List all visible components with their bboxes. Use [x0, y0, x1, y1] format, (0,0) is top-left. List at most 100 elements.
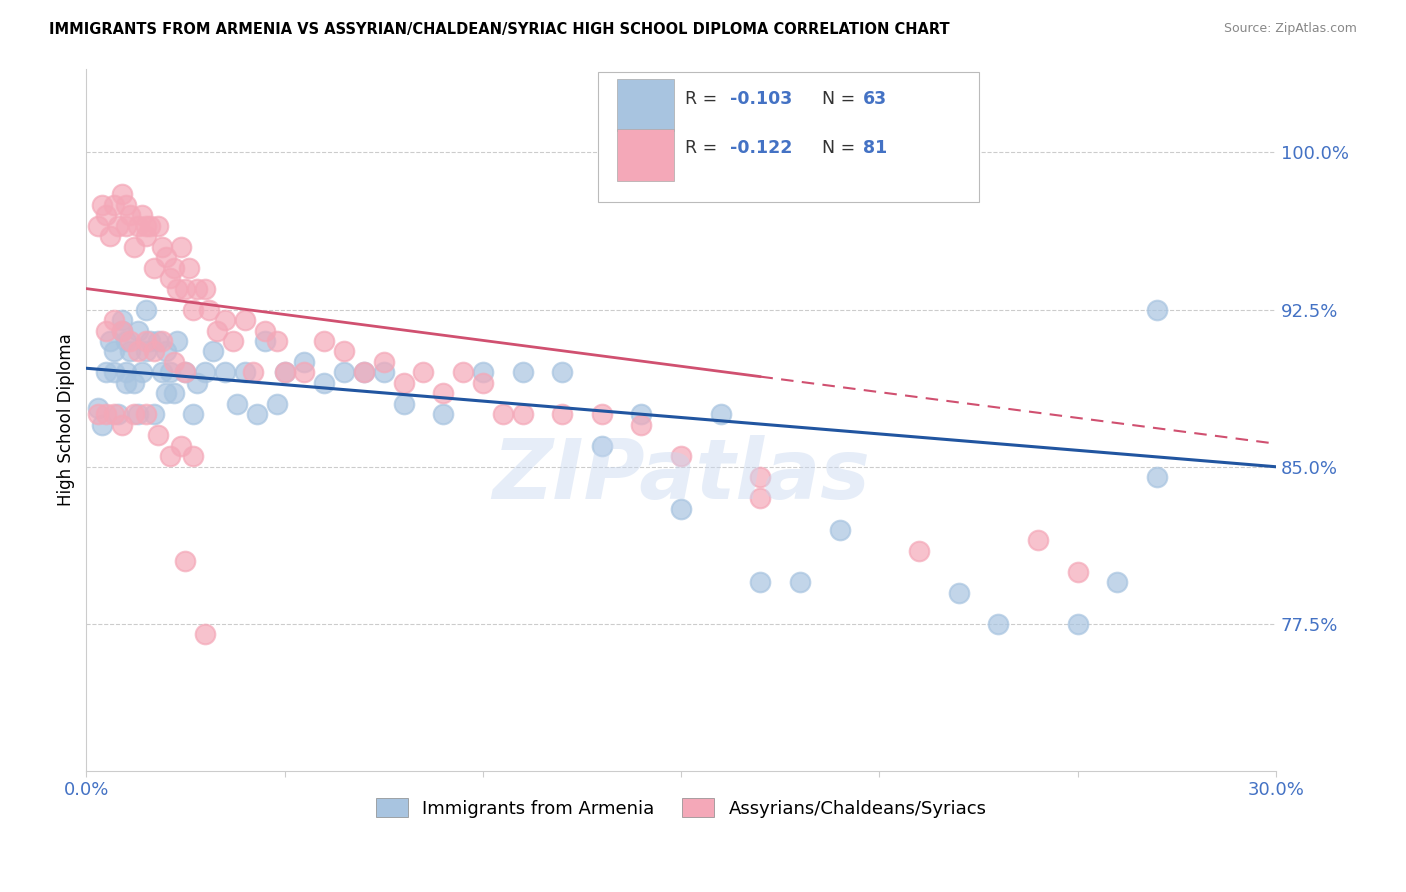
Point	[948, 585, 970, 599]
Point	[202, 344, 225, 359]
Point	[233, 313, 256, 327]
Point	[127, 219, 149, 233]
Point	[512, 408, 534, 422]
Point	[135, 229, 157, 244]
Point	[122, 376, 145, 390]
FancyBboxPatch shape	[617, 79, 673, 131]
Point	[103, 198, 125, 212]
Point	[118, 208, 141, 222]
Point	[1066, 565, 1088, 579]
Point	[103, 313, 125, 327]
Point	[170, 240, 193, 254]
Text: -0.103: -0.103	[730, 90, 792, 108]
Point	[142, 408, 165, 422]
Point	[170, 439, 193, 453]
Point	[174, 282, 197, 296]
Point	[392, 376, 415, 390]
Point	[205, 324, 228, 338]
Point	[789, 575, 811, 590]
Point	[222, 334, 245, 348]
Point	[1146, 302, 1168, 317]
Point	[159, 366, 181, 380]
Point	[103, 344, 125, 359]
Point	[155, 386, 177, 401]
Point	[159, 450, 181, 464]
Point	[107, 219, 129, 233]
Point	[183, 450, 205, 464]
Legend: Immigrants from Armenia, Assyrians/Chaldeans/Syriacs: Immigrants from Armenia, Assyrians/Chald…	[368, 791, 994, 825]
Point	[127, 344, 149, 359]
Point	[551, 408, 574, 422]
Point	[214, 313, 236, 327]
Point	[451, 366, 474, 380]
Point	[162, 355, 184, 369]
Point	[246, 408, 269, 422]
Point	[266, 334, 288, 348]
Point	[150, 366, 173, 380]
Point	[987, 617, 1010, 632]
Point	[166, 282, 188, 296]
Point	[492, 408, 515, 422]
Point	[373, 366, 395, 380]
Point	[139, 334, 162, 348]
Point	[273, 366, 295, 380]
Point	[183, 408, 205, 422]
FancyBboxPatch shape	[598, 72, 979, 202]
Text: IMMIGRANTS FROM ARMENIA VS ASSYRIAN/CHALDEAN/SYRIAC HIGH SCHOOL DIPLOMA CORRELAT: IMMIGRANTS FROM ARMENIA VS ASSYRIAN/CHAL…	[49, 22, 950, 37]
Point	[174, 366, 197, 380]
Text: -0.122: -0.122	[730, 139, 792, 157]
Point	[135, 302, 157, 317]
Point	[94, 324, 117, 338]
Point	[314, 376, 336, 390]
Point	[373, 355, 395, 369]
Point	[233, 366, 256, 380]
Point	[292, 366, 315, 380]
FancyBboxPatch shape	[617, 128, 673, 180]
Point	[115, 334, 138, 348]
Point	[122, 408, 145, 422]
Point	[432, 386, 454, 401]
Point	[194, 366, 217, 380]
Point	[669, 450, 692, 464]
Point	[471, 366, 494, 380]
Point	[115, 366, 138, 380]
Point	[142, 260, 165, 275]
Point	[111, 187, 134, 202]
Point	[1026, 533, 1049, 548]
Point	[150, 240, 173, 254]
Point	[111, 313, 134, 327]
Point	[591, 439, 613, 453]
Point	[135, 219, 157, 233]
Point	[630, 417, 652, 432]
Point	[174, 366, 197, 380]
Point	[111, 324, 134, 338]
Point	[115, 198, 138, 212]
Text: N =: N =	[821, 139, 860, 157]
Point	[392, 397, 415, 411]
Point	[551, 366, 574, 380]
Point	[131, 366, 153, 380]
Point	[226, 397, 249, 411]
Point	[162, 260, 184, 275]
Point	[131, 208, 153, 222]
Point	[242, 366, 264, 380]
Point	[273, 366, 295, 380]
Point	[146, 428, 169, 442]
Point	[828, 523, 851, 537]
Point	[111, 324, 134, 338]
Point	[155, 344, 177, 359]
Point	[115, 219, 138, 233]
Point	[103, 366, 125, 380]
Point	[1146, 470, 1168, 484]
Y-axis label: High School Diploma: High School Diploma	[58, 334, 75, 506]
Point	[292, 355, 315, 369]
Point	[94, 408, 117, 422]
Point	[749, 470, 772, 484]
Point	[174, 554, 197, 568]
Point	[749, 575, 772, 590]
Point	[183, 302, 205, 317]
Point	[669, 501, 692, 516]
Point	[333, 366, 356, 380]
Point	[333, 344, 356, 359]
Point	[87, 219, 110, 233]
